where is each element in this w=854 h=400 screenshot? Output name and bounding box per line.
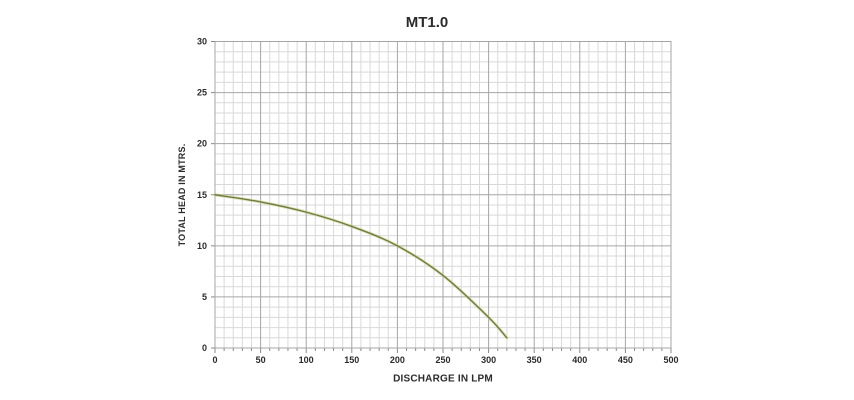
svg-text:50: 50 (256, 355, 266, 365)
svg-text:5: 5 (202, 292, 207, 302)
svg-text:350: 350 (527, 355, 542, 365)
svg-text:0: 0 (212, 355, 217, 365)
svg-text:500: 500 (663, 355, 678, 365)
svg-text:450: 450 (618, 355, 633, 365)
svg-text:200: 200 (390, 355, 405, 365)
svg-text:25: 25 (197, 88, 207, 98)
svg-text:0: 0 (202, 343, 207, 353)
svg-text:100: 100 (299, 355, 314, 365)
svg-text:150: 150 (344, 355, 359, 365)
svg-text:400: 400 (572, 355, 587, 365)
svg-text:10: 10 (197, 241, 207, 251)
svg-text:15: 15 (197, 190, 207, 200)
svg-text:300: 300 (481, 355, 496, 365)
svg-text:250: 250 (435, 355, 450, 365)
svg-text:20: 20 (197, 139, 207, 149)
svg-text:30: 30 (197, 37, 207, 47)
